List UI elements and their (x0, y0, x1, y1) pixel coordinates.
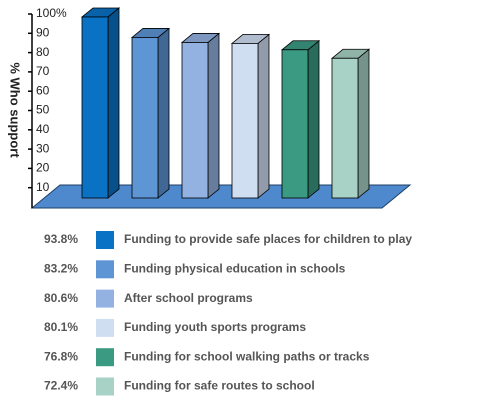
bar-side (357, 48, 370, 199)
bar (231, 43, 259, 199)
y-tick-label: 70 (36, 64, 50, 78)
bar (281, 49, 309, 199)
y-tick-label: 30 (36, 141, 50, 155)
legend-label: Funding youth sports programs (124, 320, 306, 334)
bar (81, 16, 109, 199)
bar-side (107, 7, 120, 199)
bar-side (257, 33, 270, 199)
bar-side (157, 27, 170, 199)
y-tick-label: 60 (36, 83, 50, 97)
legend-value: 76.8% (44, 349, 78, 363)
legend-value: 72.4% (44, 379, 78, 393)
y-tick-label: 10 (36, 180, 50, 194)
legend-label: Funding for safe routes to school (124, 379, 315, 393)
legend-swatch (96, 260, 114, 279)
legend-value: 80.1% (44, 320, 78, 334)
legend-label: Funding physical education in schools (124, 261, 346, 275)
y-axis-label: % Who support (8, 62, 23, 158)
legend-label: Funding to provide safe places for child… (124, 232, 412, 246)
y-tick-label: 40 (36, 122, 50, 136)
legend-value: 83.2% (44, 261, 78, 275)
y-tick-label: 20 (36, 161, 50, 175)
legend-swatch (96, 377, 114, 396)
y-tick-label: 100% (36, 6, 67, 20)
legend-label: After school programs (124, 291, 253, 305)
bar (131, 37, 159, 199)
legend-swatch (96, 348, 114, 367)
y-tick-label: 90 (36, 25, 50, 39)
y-tick-label: 50 (36, 103, 50, 117)
y-tick-label: 80 (36, 45, 50, 59)
legend-value: 80.6% (44, 291, 78, 305)
legend-swatch (96, 231, 114, 249)
legend-label: Funding for school walking paths or trac… (124, 349, 370, 363)
bar-side (307, 39, 320, 199)
legend-swatch (96, 318, 114, 337)
bar (331, 57, 359, 199)
bar-side (207, 32, 220, 199)
legend-value: 93.8% (44, 232, 78, 246)
legend-swatch (96, 289, 114, 308)
bar (181, 42, 209, 199)
